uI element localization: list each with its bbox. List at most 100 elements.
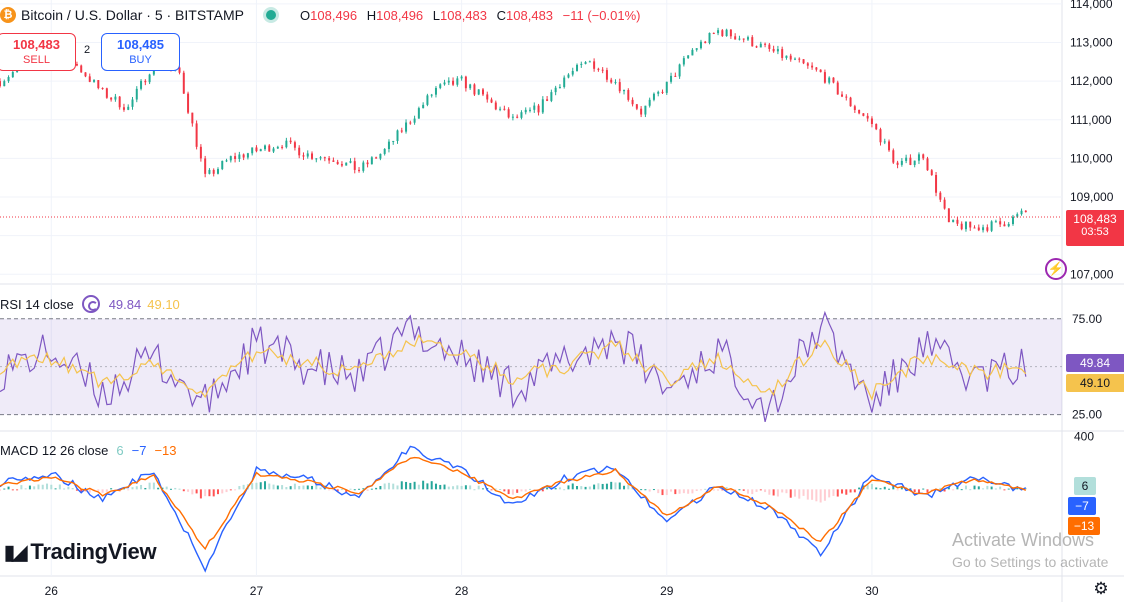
time-tick-label: 30 (865, 584, 879, 598)
time-tick-label: 26 (45, 584, 59, 598)
macd-legend[interactable]: MACD 12 26 close 6 −7 −13 (0, 442, 177, 458)
last-price-tag: 108,483 03:53 (1066, 210, 1124, 246)
macd-histogram-bar (456, 485, 459, 490)
rsi-legend[interactable]: RSI 14 close 49.84 49.10 (0, 295, 180, 313)
macd-histogram-bar (452, 486, 455, 490)
rsi-line (0, 310, 1027, 423)
candle-body (554, 87, 557, 93)
candle-body (311, 153, 314, 159)
candle-body (960, 223, 963, 230)
macd-histogram-bar (853, 489, 856, 493)
macd-histogram-bar (541, 489, 544, 492)
symbol-title[interactable]: Bitcoin / U.S. Dollar · 5 · BITSTAMP (21, 7, 245, 23)
candle-body (986, 227, 989, 231)
macd-histogram-bar (306, 485, 309, 490)
candle-body (601, 69, 604, 71)
macd-histogram-bar (276, 485, 279, 490)
candle-body (473, 84, 476, 95)
macd-histogram-bar (349, 488, 352, 490)
macd-histogram-bar (234, 489, 237, 491)
candle-body (221, 160, 224, 170)
macd-histogram-bar (870, 483, 873, 490)
candle-body (272, 148, 275, 152)
macd-histogram-bar (54, 488, 57, 490)
candle-body (943, 199, 946, 209)
macd-histogram-bar (336, 489, 339, 492)
macd-histogram-bar (473, 489, 476, 491)
macd-histogram-bar (977, 486, 980, 490)
candle-body (640, 108, 643, 115)
candle-body (550, 92, 553, 101)
macd-histogram-bar (165, 486, 168, 490)
macd-histogram-bar (127, 489, 130, 491)
candle-body (118, 96, 121, 108)
candle-body (507, 109, 510, 118)
macd-histogram-bar (892, 486, 895, 490)
macd-histogram-bar (169, 488, 172, 490)
candle-body (191, 112, 194, 124)
candle-body (883, 141, 886, 143)
candle-body (759, 43, 762, 48)
candle-body (588, 61, 591, 63)
macd-histogram-bar (729, 489, 732, 491)
macd-histogram-bar (571, 483, 574, 490)
bitcoin-icon: ₿ (0, 7, 16, 23)
tradingview-logo[interactable]: ▮◢ TradingView (4, 539, 157, 564)
macd-histogram-bar (712, 489, 715, 491)
macd-histogram-bar (161, 487, 164, 490)
price-change: −11 (−0.01%) (562, 7, 641, 23)
flash-icon[interactable]: ⚡ (1045, 258, 1067, 280)
candle-body (0, 81, 1, 87)
candle-body (917, 154, 920, 161)
candle-body (1024, 210, 1027, 212)
candle-body (888, 141, 891, 151)
price-tick-label: 113,000 (1070, 35, 1113, 49)
macd-histogram-bar (396, 485, 399, 490)
market-open-icon (266, 10, 277, 20)
macd-histogram-bar (447, 486, 450, 490)
candle-body (349, 161, 352, 163)
macd-histogram-bar (20, 485, 23, 490)
macd-histogram-bar (311, 485, 314, 490)
candle-body (88, 76, 91, 82)
buy-button[interactable]: 108,485 BUY (101, 33, 180, 71)
macd-histogram-bar (67, 486, 70, 490)
candle-body (225, 160, 228, 162)
sell-button[interactable]: 108,483 SELL (0, 33, 76, 71)
macd-histogram-bar (691, 489, 694, 494)
macd-histogram-bar (345, 489, 348, 492)
macd-histogram-bar (187, 489, 190, 492)
candle-body (340, 164, 343, 166)
macd-histogram-bar (588, 486, 591, 490)
candle-body (935, 174, 938, 193)
candle-body (721, 30, 724, 37)
macd-histogram-bar (746, 489, 749, 494)
macd-histogram-bar (597, 483, 600, 490)
macd-histogram-bar (46, 483, 49, 490)
candle-body (503, 108, 506, 110)
candle-body (328, 158, 331, 161)
gear-icon[interactable]: ⚙ (1093, 579, 1109, 598)
macd-histogram-bar (281, 485, 284, 490)
macd-histogram-bar (580, 486, 583, 490)
candle-body (994, 221, 997, 223)
tradingview-mark-icon: ▮◢ (4, 541, 27, 564)
candle-body (580, 63, 583, 65)
price-tick-label: 110,000 (1070, 151, 1113, 165)
macd-histogram-bar (477, 485, 480, 490)
candle-body (990, 221, 993, 231)
candle-body (849, 97, 852, 107)
candle-body (593, 61, 596, 69)
rsi-settings-icon[interactable] (81, 295, 100, 313)
candle-body (798, 58, 801, 60)
candle-body (204, 158, 207, 174)
macd-histogram-bar (405, 481, 408, 490)
candle-body (836, 82, 839, 95)
candle-body (114, 96, 117, 100)
macd-histogram-bar (144, 487, 147, 490)
price-tick-label: 107,000 (1070, 267, 1114, 281)
macd-histogram-bar (708, 489, 711, 492)
candle-body (858, 109, 861, 114)
macd-histogram-bar (97, 489, 100, 492)
